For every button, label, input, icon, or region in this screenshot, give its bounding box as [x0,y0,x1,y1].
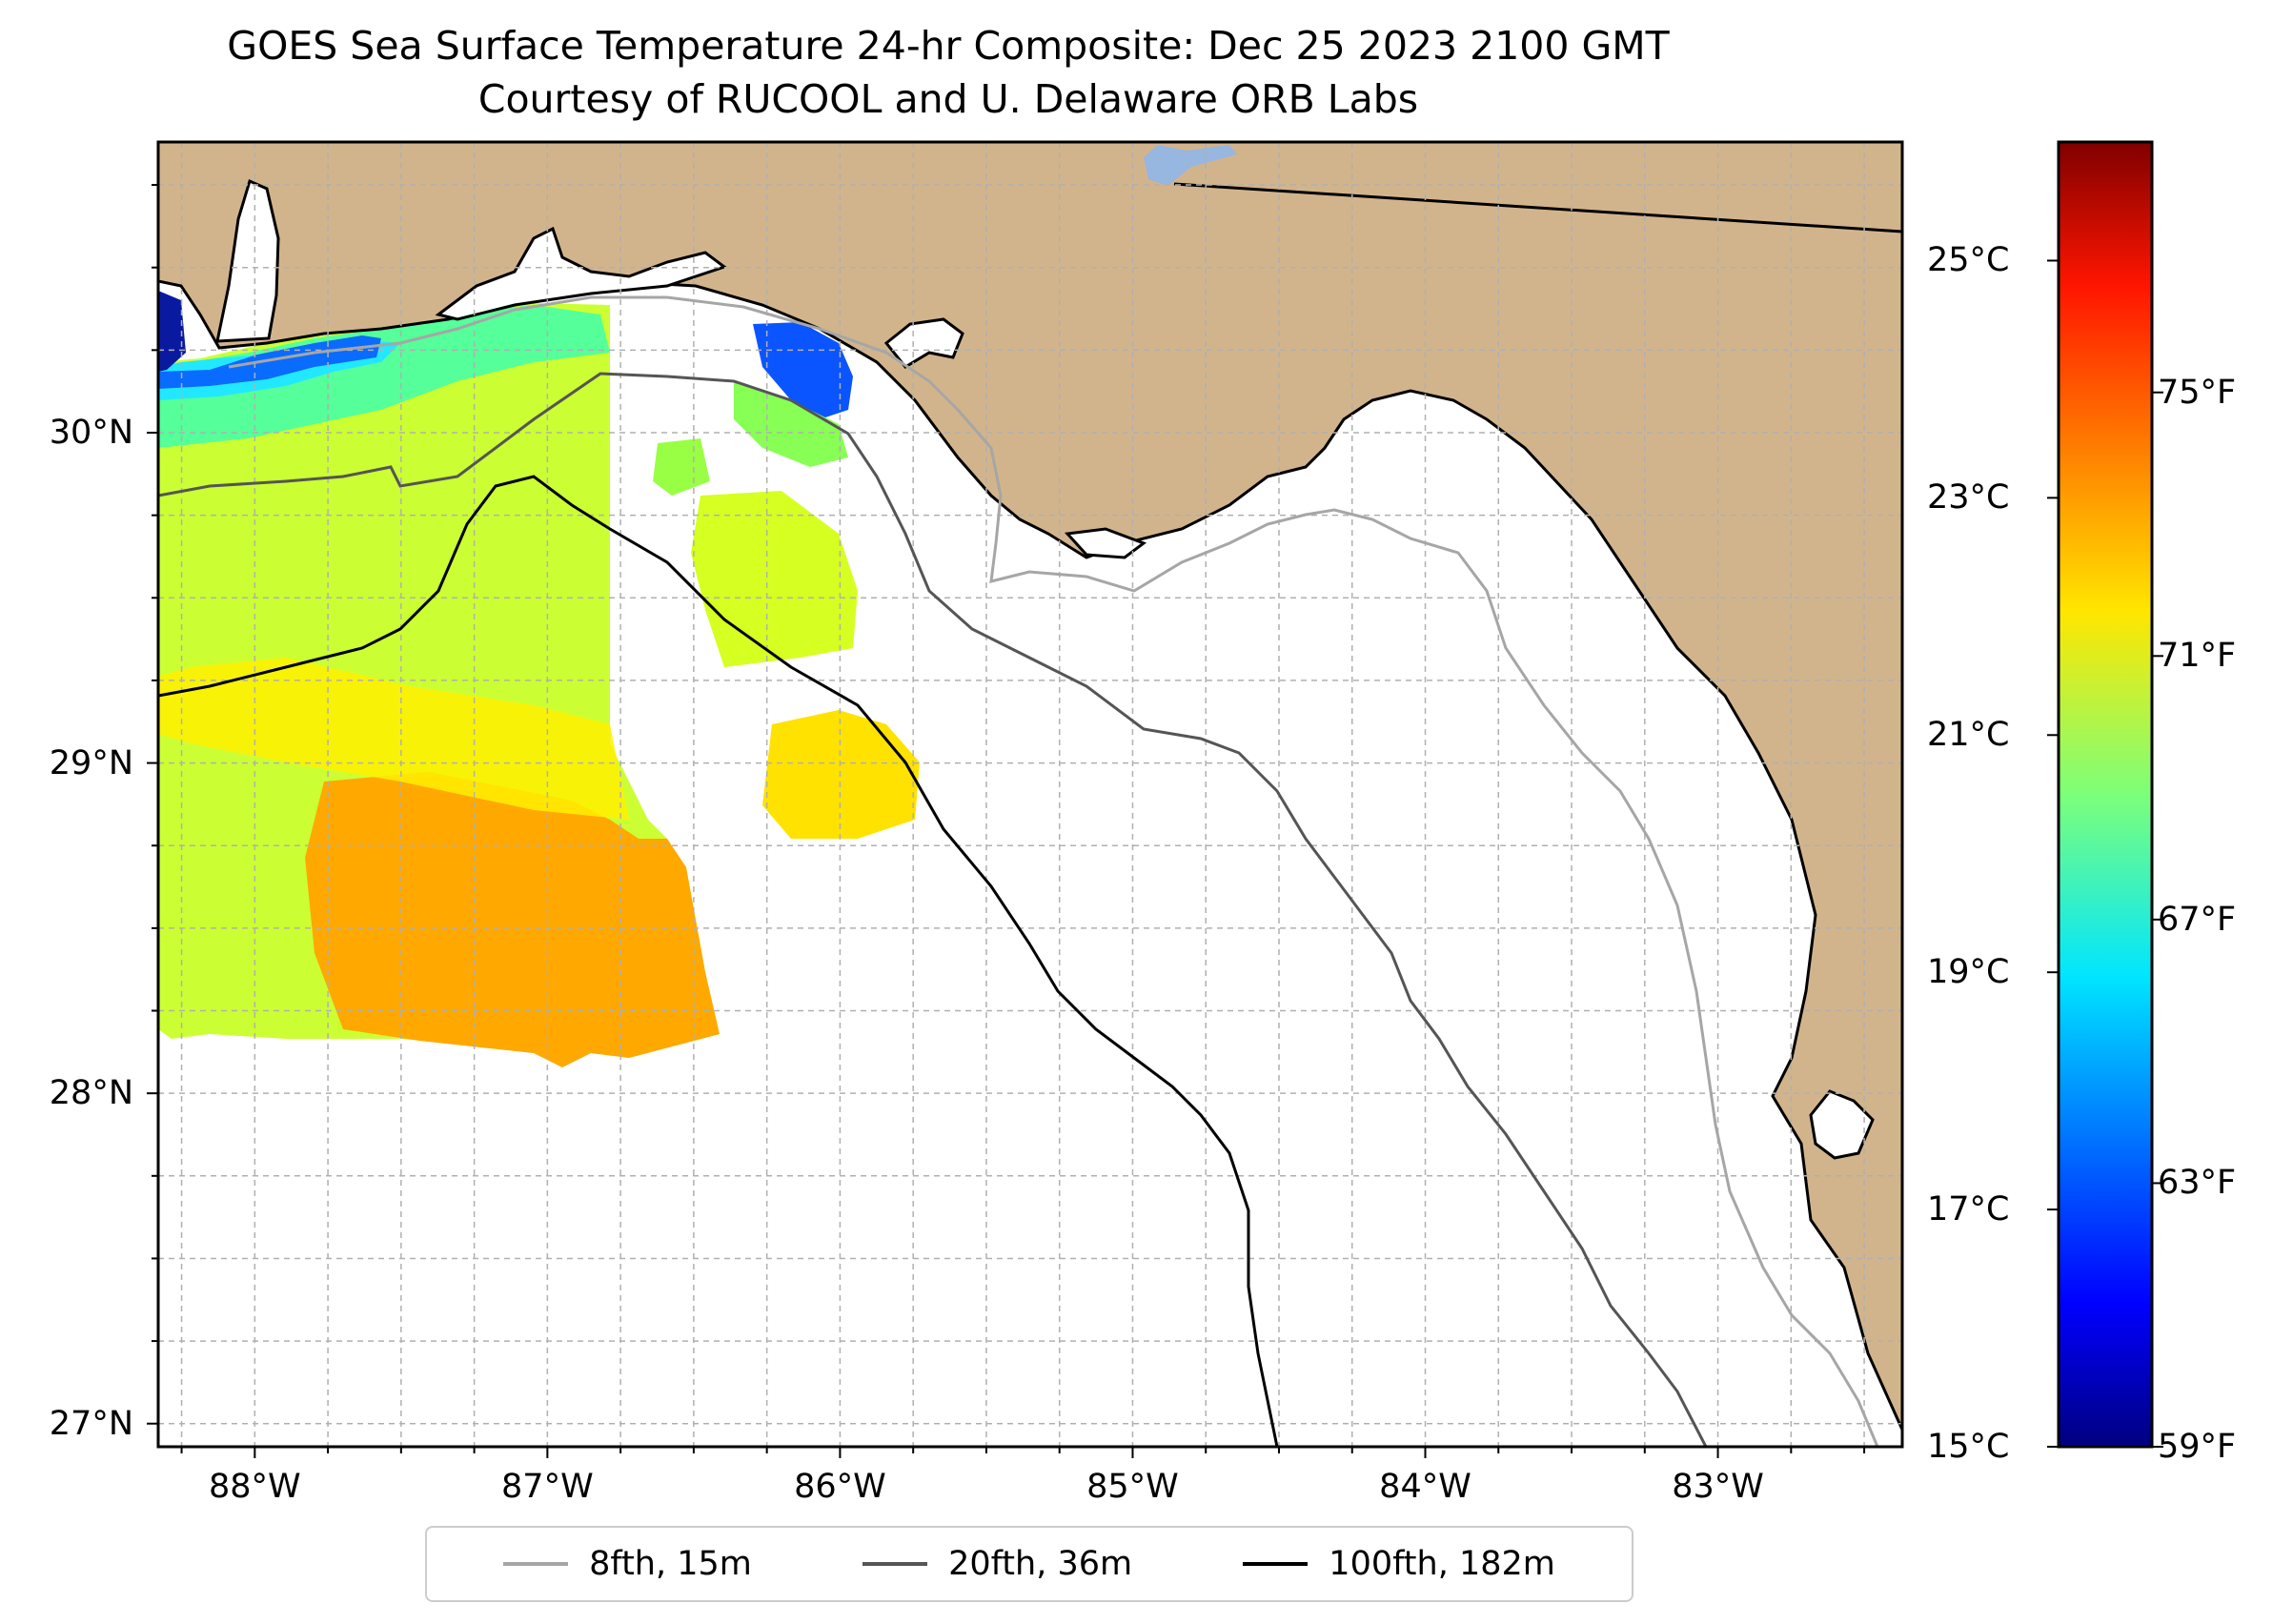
sst-patch-panama-green [734,381,848,467]
lat-tick-label: 28°N [49,1074,133,1113]
colorbar-label-fahrenheit: 63°F [2158,1164,2237,1203]
contour-100fth [158,475,1279,1447]
state-boundary [1173,182,1902,233]
contour-8fth [228,295,1879,1447]
sst-patch-coast-navy [158,291,186,372]
colorbar-label-celsius: 17°C [1927,1190,2010,1229]
sst-patch-southwest [305,772,720,1067]
lat-tick-label: 30°N [49,413,133,452]
legend-item-20fth: 20fth, 36m [862,1545,1132,1583]
colorbar-label-fahrenheit: 67°F [2158,900,2237,939]
sst-patch-mid-yellow [158,658,629,820]
axis-ticks [147,184,1866,1458]
legend-label: 100fth, 182m [1329,1545,1555,1583]
sst-patch-canyon-yellow [691,491,858,667]
sst-data-layer [158,291,920,1067]
colorbar-gradient [2057,140,2154,1449]
colorbar-ticks [2047,259,2163,1448]
st-andrew-bay [883,317,964,369]
lon-tick-label: 85°W [1086,1468,1179,1506]
lat-tick-label: 29°N [49,743,133,782]
colorbar-label-celsius: 25°C [1927,241,2010,280]
legend-swatch-8fth [503,1562,569,1566]
pensacola-bay [435,226,728,321]
contour-20fth [158,372,1708,1447]
colorbar-label-celsius: 19°C [1927,953,2010,992]
legend-label: 8fth, 15m [589,1545,752,1583]
colorbar-label-fahrenheit: 75°F [2158,373,2237,412]
sst-patch-northwest-blue [158,335,381,389]
colorbar-label-celsius: 21°C [1927,716,2010,755]
sst-patch-north-green [158,305,610,448]
lon-tick-label: 88°W [208,1468,301,1506]
colorbar-label-celsius: 23°C [1927,478,2010,518]
legend-label: 20fth, 36m [948,1545,1133,1583]
lat-tick-label: 27°N [49,1404,133,1443]
colorbar-label-fahrenheit: 71°F [2158,637,2237,676]
sst-patch-center-yellow [762,710,920,839]
legend-swatch-20fth [862,1562,928,1566]
lon-tick-label: 86°W [794,1468,886,1506]
map-area [147,140,1904,1458]
apalachicola-bay [1064,527,1147,559]
legend-item-8fth: 8fth, 15m [503,1545,752,1583]
lake [1144,145,1237,186]
sst-patch-panama-blue [753,322,853,419]
chart-subtitle: Courtesy of RUCOOL and U. Delaware ORB L… [477,76,1419,122]
lon-tick-label: 84°W [1379,1468,1471,1506]
colorbar-label-celsius: 15°C [1927,1428,2010,1466]
colorbar-label-fahrenheit: 59°F [2158,1428,2237,1466]
map-frame [156,140,1904,1449]
lon-tick-label: 87°W [501,1468,594,1506]
legend: 8fth, 15m 20fth, 36m 100fth, 182m [425,1526,1634,1602]
chart-title: GOES Sea Surface Temperature 24-hr Compo… [227,23,1670,69]
legend-item-100fth: 100fth, 182m [1243,1545,1555,1583]
tampa-bay [1809,1089,1875,1160]
legend-swatch-100fth [1243,1562,1309,1566]
sst-patch-canyon-green [653,438,710,496]
lon-tick-label: 83°W [1672,1468,1764,1506]
mobile-bay [215,178,280,343]
colorbar [2047,140,2163,1449]
